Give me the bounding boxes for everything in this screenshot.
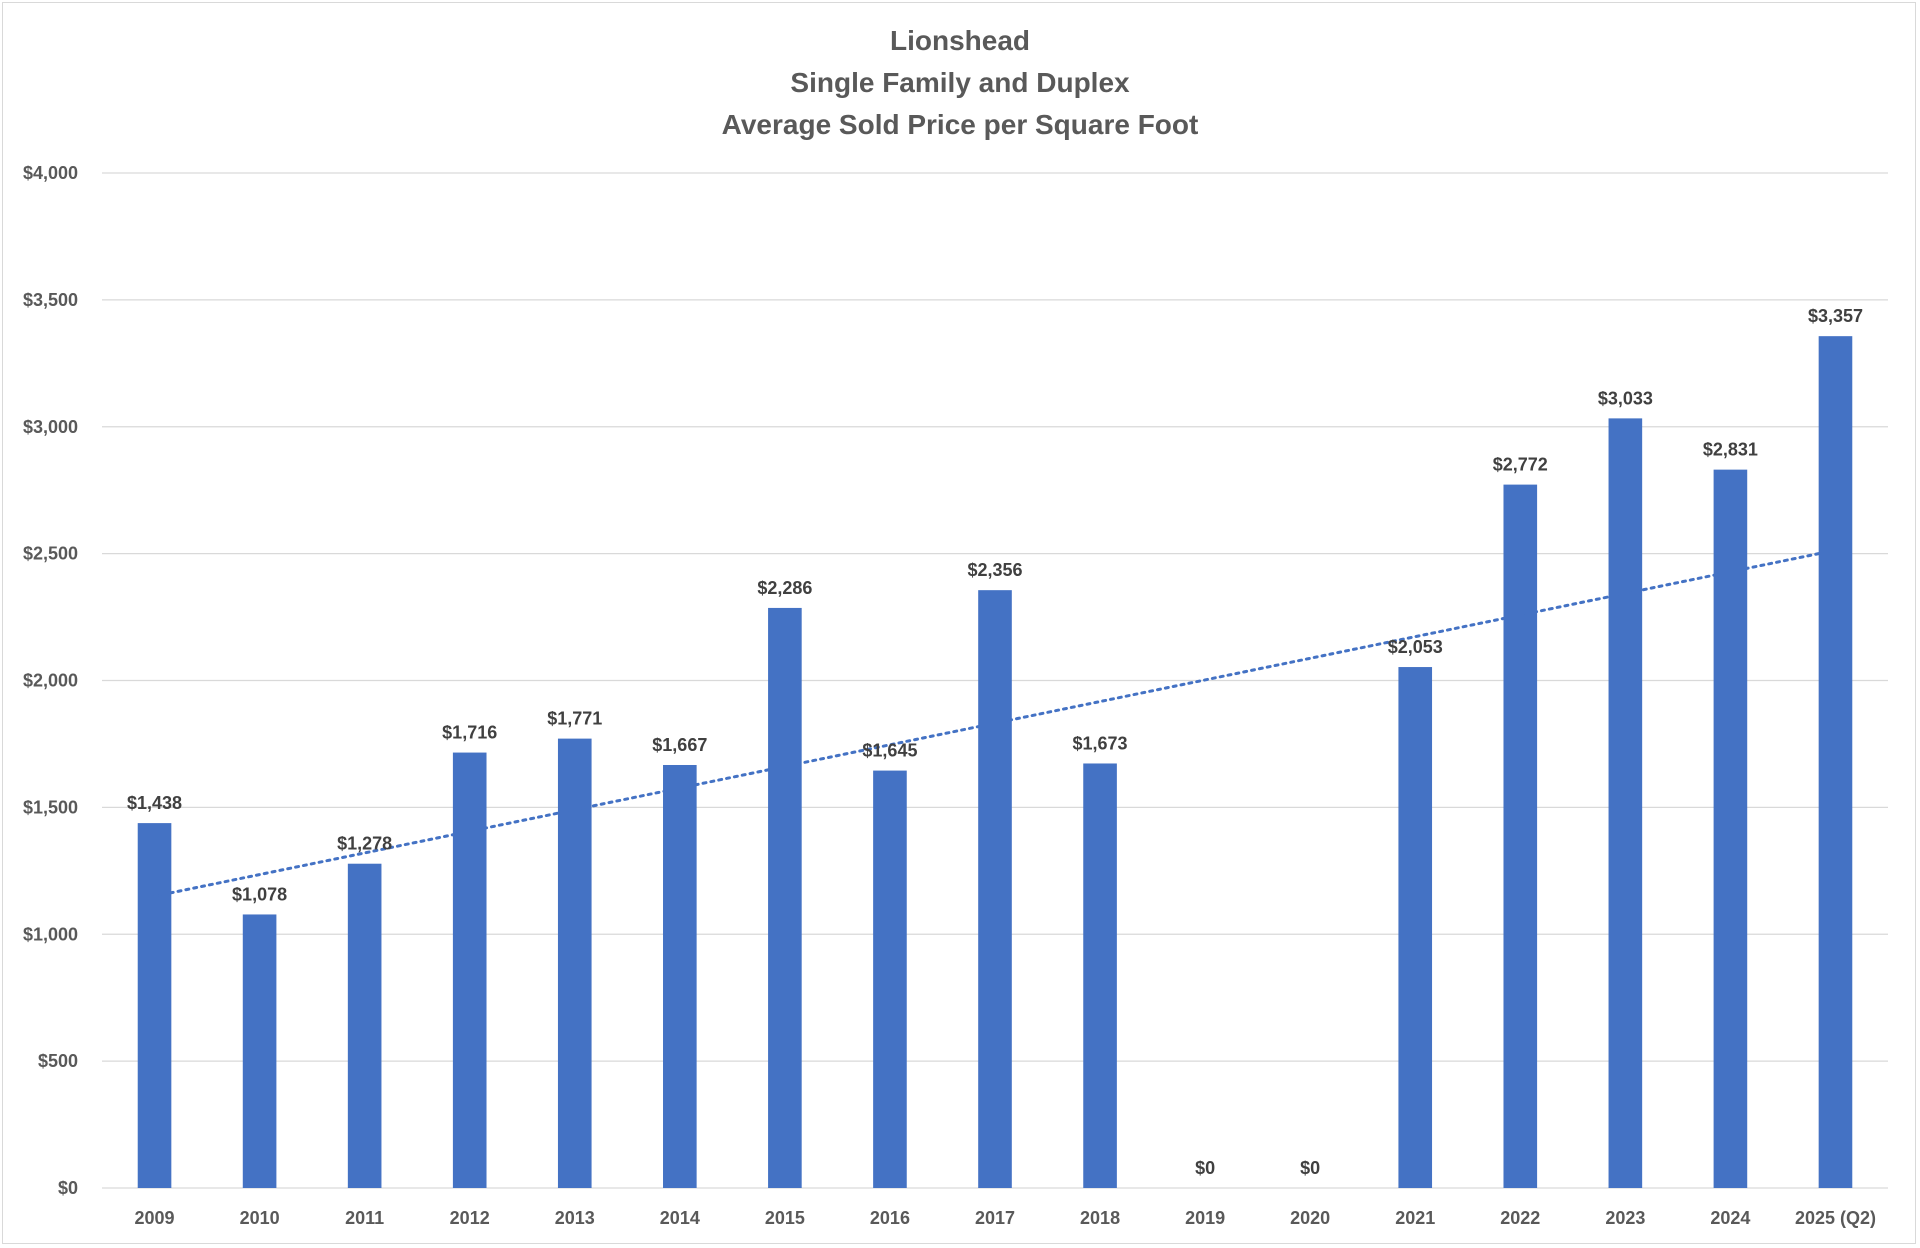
x-tick-label: 2015 [765, 1208, 805, 1228]
y-tick-label: $4,000 [23, 163, 78, 183]
x-tick-label: 2016 [870, 1208, 910, 1228]
x-tick-label: 2009 [135, 1208, 175, 1228]
data-label: $1,078 [232, 884, 287, 904]
x-tick-label: 2011 [345, 1208, 384, 1228]
y-tick-label: $2,000 [23, 671, 78, 691]
bar [873, 770, 907, 1188]
x-tick-label: 2019 [1185, 1208, 1225, 1228]
x-tick-label: 2017 [975, 1208, 1015, 1228]
bar [1608, 418, 1643, 1189]
data-label: $1,771 [547, 709, 602, 729]
trendline [153, 552, 1821, 898]
data-label: $1,673 [1073, 733, 1128, 753]
data-label: $3,033 [1598, 388, 1653, 408]
x-tick-label: 2025 (Q2) [1795, 1208, 1876, 1228]
bar [978, 590, 1012, 1188]
data-labels: $1,438 $1,078 $1,278 $1,716 $1,771 $1,667 $2,2… [127, 306, 1863, 1178]
y-tick-label: $1,000 [23, 924, 78, 944]
bar [347, 863, 382, 1188]
data-label: $2,053 [1388, 637, 1443, 657]
data-label: $0 [1300, 1158, 1320, 1178]
chart-title-line-1: Lionshead [889, 25, 1030, 56]
data-label: $2,772 [1493, 455, 1548, 475]
data-label: $0 [1195, 1158, 1215, 1178]
chart-title-line-2: Single Family and Duplex [790, 67, 1130, 98]
bar [663, 764, 697, 1188]
x-tick-label: 2020 [1290, 1208, 1330, 1228]
x-tick-label: 2024 [1710, 1208, 1750, 1228]
bars [137, 336, 1853, 1189]
data-label: $2,286 [757, 578, 812, 598]
bar [452, 752, 487, 1188]
x-tick-label: 2010 [240, 1208, 280, 1228]
y-tick-label: $500 [38, 1051, 78, 1071]
y-tick-label: $3,500 [23, 290, 78, 310]
data-label: $1,645 [862, 741, 917, 761]
x-tick-label: 2022 [1500, 1208, 1540, 1228]
bar [1713, 469, 1748, 1188]
chart-title-line-3: Average Sold Price per Square Foot [721, 109, 1199, 140]
x-tick-label: 2021 [1395, 1208, 1435, 1228]
y-axis: $0 $500 $1,000 $1,500 $2,000 $2,500 $3,000 $3,5… [23, 163, 78, 1198]
data-label: $2,831 [1703, 440, 1758, 460]
data-label: $1,667 [652, 735, 707, 755]
bar [242, 914, 277, 1188]
x-tick-label: 2013 [555, 1208, 595, 1228]
y-tick-label: $0 [58, 1178, 78, 1198]
y-tick-label: $1,500 [23, 797, 78, 817]
bar [1398, 667, 1433, 1188]
data-label: $3,357 [1808, 306, 1863, 326]
x-tick-label: 2023 [1605, 1208, 1645, 1228]
bar [1818, 336, 1853, 1188]
bar [768, 607, 802, 1188]
x-tick-label: 2014 [660, 1208, 700, 1228]
data-label: $1,278 [337, 834, 392, 854]
bar [1083, 763, 1117, 1188]
y-tick-label: $2,500 [23, 544, 78, 564]
data-label: $1,438 [127, 793, 182, 813]
data-label: $2,356 [967, 560, 1022, 580]
bar [1503, 484, 1538, 1189]
x-tick-label: 2012 [450, 1208, 490, 1228]
x-axis: 2009 2010 2011 2012 2013 2014 2015 2016 2017 2018… [135, 1208, 1876, 1228]
x-tick-label: 2018 [1080, 1208, 1120, 1228]
trendline-group [153, 552, 1821, 898]
data-label: $1,716 [442, 723, 497, 743]
bar [137, 823, 172, 1188]
y-tick-label: $3,000 [23, 417, 78, 437]
